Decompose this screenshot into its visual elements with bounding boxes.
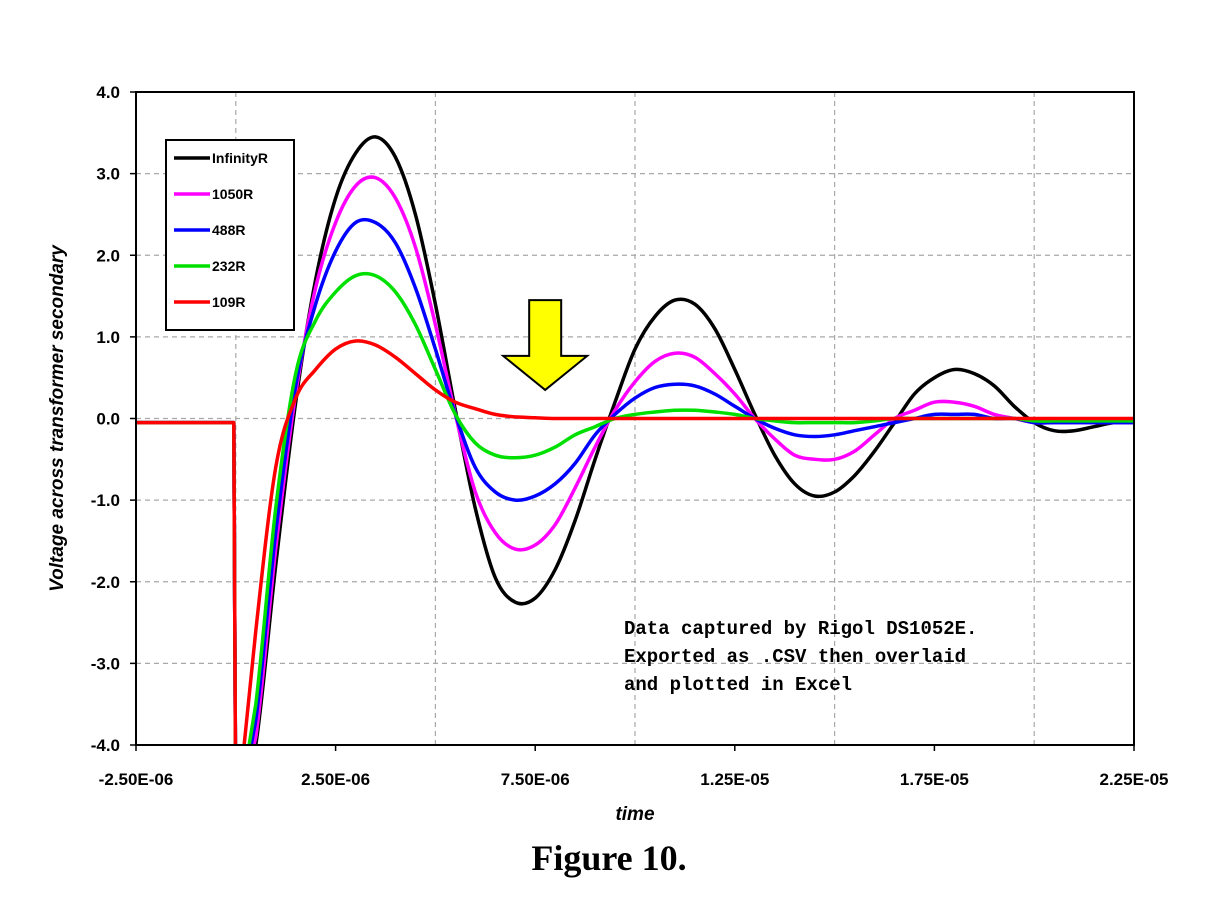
series-line-109R [136,339,1134,745]
legend-label: 1050R [212,186,253,202]
y-tick-label: -1.0 [91,491,120,510]
y-tick-label: 0.0 [96,410,120,429]
down-arrow-icon [500,299,591,392]
series-lines [136,135,1134,745]
tick-labels: 4.0 3.0 2.0 1.0 0.0 -1.0 -2.0 -3.0 -4.0 -2.50E-06… [91,83,1169,789]
x-tick-label: 2.50E-06 [301,770,370,789]
series-line-InfinityR [136,135,1134,745]
y-tick-label: -4.0 [91,736,120,755]
annotation: Data captured by Rigol DS1052E. Exported… [500,299,977,696]
legend-label: 109R [212,294,245,310]
legend-label: InfinityR [212,150,268,166]
x-tick-label: 2.25E-05 [1100,770,1169,789]
x-tick-label: 1.75E-05 [900,770,969,789]
note-line-2: Exported as .CSV then overlaid [624,646,966,668]
legend-label: 488R [212,222,245,238]
legend-label: 232R [212,258,245,274]
x-tick-label: 7.50E-06 [501,770,570,789]
y-tick-label: 4.0 [96,83,120,102]
note-line-1: Data captured by Rigol DS1052E. [624,618,977,640]
y-tick-label: 3.0 [96,165,120,184]
series-line-1050R [136,175,1134,745]
x-tick-label: -2.50E-06 [99,770,174,789]
x-axis-label: time [615,804,655,825]
note-line-3: and plotted in Excel [624,674,852,696]
y-tick-label: 1.0 [96,328,120,347]
x-tick-label: 1.25E-05 [700,770,769,789]
series-line-488R [136,217,1134,745]
y-tick-label: -2.0 [91,573,120,592]
y-axis-label: Voltage across transformer secondary [47,244,68,592]
figure-caption: Figure 10. [531,838,686,878]
legend-box [165,139,295,331]
legend: InfinityR 1050R 488R 232R 109R [165,139,295,331]
y-tick-label: -3.0 [91,654,120,673]
y-tick-label: 2.0 [96,246,120,265]
